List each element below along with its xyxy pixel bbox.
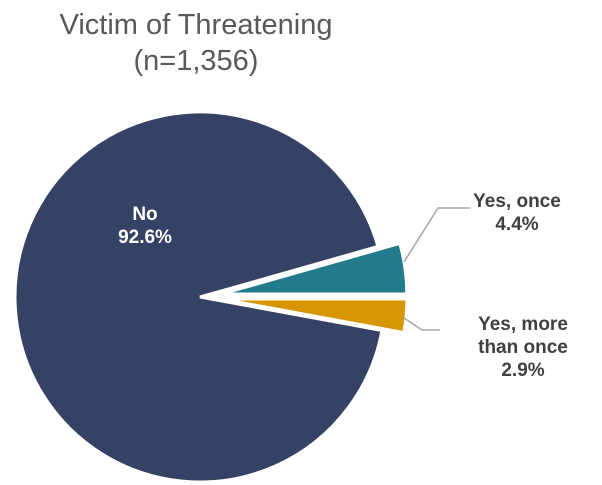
slice-label-yes-more-than-once: Yes, more than once 2.9% <box>478 314 568 381</box>
pie-slice-no <box>13 110 384 484</box>
pie-slice-yes-once <box>221 241 409 296</box>
slice-value-yes-once: 4.4% <box>495 214 538 235</box>
slice-value-yes-more-than-once: 2.9% <box>501 360 544 381</box>
slice-label-yes-once: Yes, once 4.4% <box>473 191 561 235</box>
chart-title: Victim of Threatening <box>59 9 333 41</box>
chart-subtitle: (n=1,356) <box>133 45 259 77</box>
slice-name-yes-more-than-once: than once <box>478 337 568 358</box>
pie-slices <box>13 110 409 484</box>
slice-name-no: No <box>132 204 157 225</box>
slice-value-no: 92.6% <box>118 227 172 248</box>
pie-slice-yes-more-than-once <box>221 297 409 335</box>
slice-label-no: No 92.6% <box>118 204 172 248</box>
slice-name-yes-more-than-once: Yes, more <box>478 314 568 335</box>
slice-labels: No 92.6% Yes, once 4.4% Yes, more than once 2.… <box>118 191 568 381</box>
leader-line-yes-once <box>403 207 470 263</box>
slice-name-yes-once: Yes, once <box>473 191 561 212</box>
leader-line-yes-more-than-once <box>403 317 440 331</box>
leader-lines <box>403 207 470 331</box>
